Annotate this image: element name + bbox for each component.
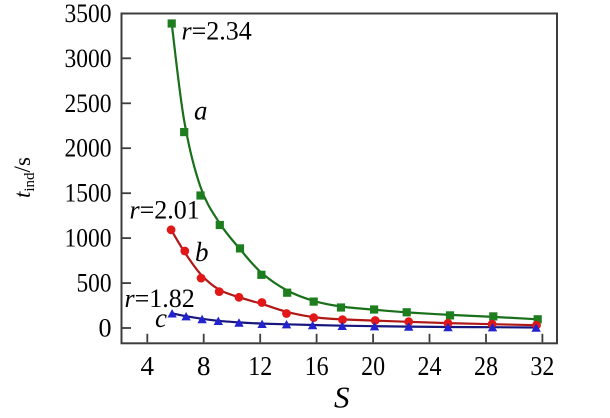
- svg-text:24: 24: [418, 351, 442, 381]
- svg-text:3000: 3000: [65, 44, 112, 73]
- svg-text:S: S: [334, 380, 350, 415]
- svg-text:tind/s: tind/s: [10, 157, 38, 198]
- svg-text:8: 8: [197, 351, 211, 381]
- svg-text:r=1.82: r=1.82: [125, 284, 195, 313]
- svg-text:20: 20: [361, 351, 385, 381]
- svg-text:3500: 3500: [65, 0, 112, 28]
- svg-text:1000: 1000: [65, 224, 112, 253]
- svg-text:0: 0: [99, 314, 112, 343]
- svg-text:a: a: [194, 96, 208, 126]
- svg-text:4: 4: [141, 351, 155, 381]
- svg-text:c: c: [155, 303, 167, 333]
- svg-text:16: 16: [305, 351, 329, 381]
- svg-text:r=2.34: r=2.34: [182, 17, 252, 46]
- svg-text:1500: 1500: [65, 179, 112, 208]
- svg-text:2500: 2500: [65, 89, 112, 118]
- svg-text:28: 28: [474, 351, 498, 381]
- svg-text:b: b: [195, 237, 209, 267]
- svg-text:r=2.01: r=2.01: [130, 196, 200, 225]
- svg-text:500: 500: [77, 269, 112, 298]
- svg-text:2000: 2000: [65, 134, 112, 163]
- svg-text:32: 32: [530, 351, 554, 381]
- svg-text:12: 12: [248, 351, 272, 381]
